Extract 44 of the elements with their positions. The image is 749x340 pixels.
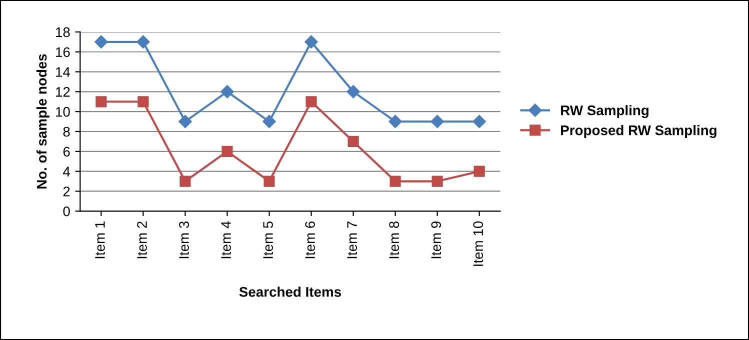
point <box>220 85 234 98</box>
x-axis-title: Searched Items <box>239 286 342 297</box>
x-tick-label: Item 8 <box>389 221 400 258</box>
x-tick-label: Item 5 <box>263 221 273 258</box>
point <box>390 176 401 187</box>
point <box>136 35 150 48</box>
y-tick-label: 12 <box>56 87 70 97</box>
y-tick-label: 10 <box>56 106 70 117</box>
x-tick-label: Item 3 <box>179 221 189 258</box>
y-tick-label: 2 <box>63 186 70 196</box>
y-tick-label: 16 <box>56 47 70 58</box>
y-tick-label: 4 <box>63 166 70 176</box>
x-tick-label: Item 4 <box>221 221 231 258</box>
point <box>264 176 275 187</box>
point <box>472 114 486 128</box>
legend-label: RW Sampling <box>561 105 648 118</box>
point <box>96 96 107 108</box>
y-tick-label: 8 <box>63 126 70 137</box>
x-tick-label: Item 2 <box>137 222 147 258</box>
x-tick-label: Item 1 <box>95 222 105 258</box>
y-tick-label: 0 <box>63 206 70 216</box>
point <box>430 114 444 128</box>
point <box>178 114 192 128</box>
point <box>262 114 276 128</box>
point <box>222 146 233 157</box>
point <box>474 166 485 177</box>
point <box>304 35 318 48</box>
point <box>94 35 108 48</box>
point <box>306 96 317 108</box>
point <box>138 96 149 108</box>
point <box>432 176 443 187</box>
y-tick-label: 14 <box>56 67 70 77</box>
point <box>180 176 191 187</box>
point <box>346 85 360 98</box>
y-tick-label: 6 <box>63 146 70 157</box>
point <box>348 136 359 148</box>
x-tick-label: Item 9 <box>431 222 442 258</box>
x-tick-label: Item 7 <box>347 222 357 258</box>
y-axis-title: No. of sample nodes <box>36 54 50 189</box>
legend-label: Proposed RW Sampling <box>561 125 716 138</box>
point <box>388 114 402 128</box>
y-tick-label: 18 <box>56 27 70 38</box>
x-tick-label: Item 10 <box>473 221 484 266</box>
x-tick-label: Item 6 <box>305 221 315 258</box>
